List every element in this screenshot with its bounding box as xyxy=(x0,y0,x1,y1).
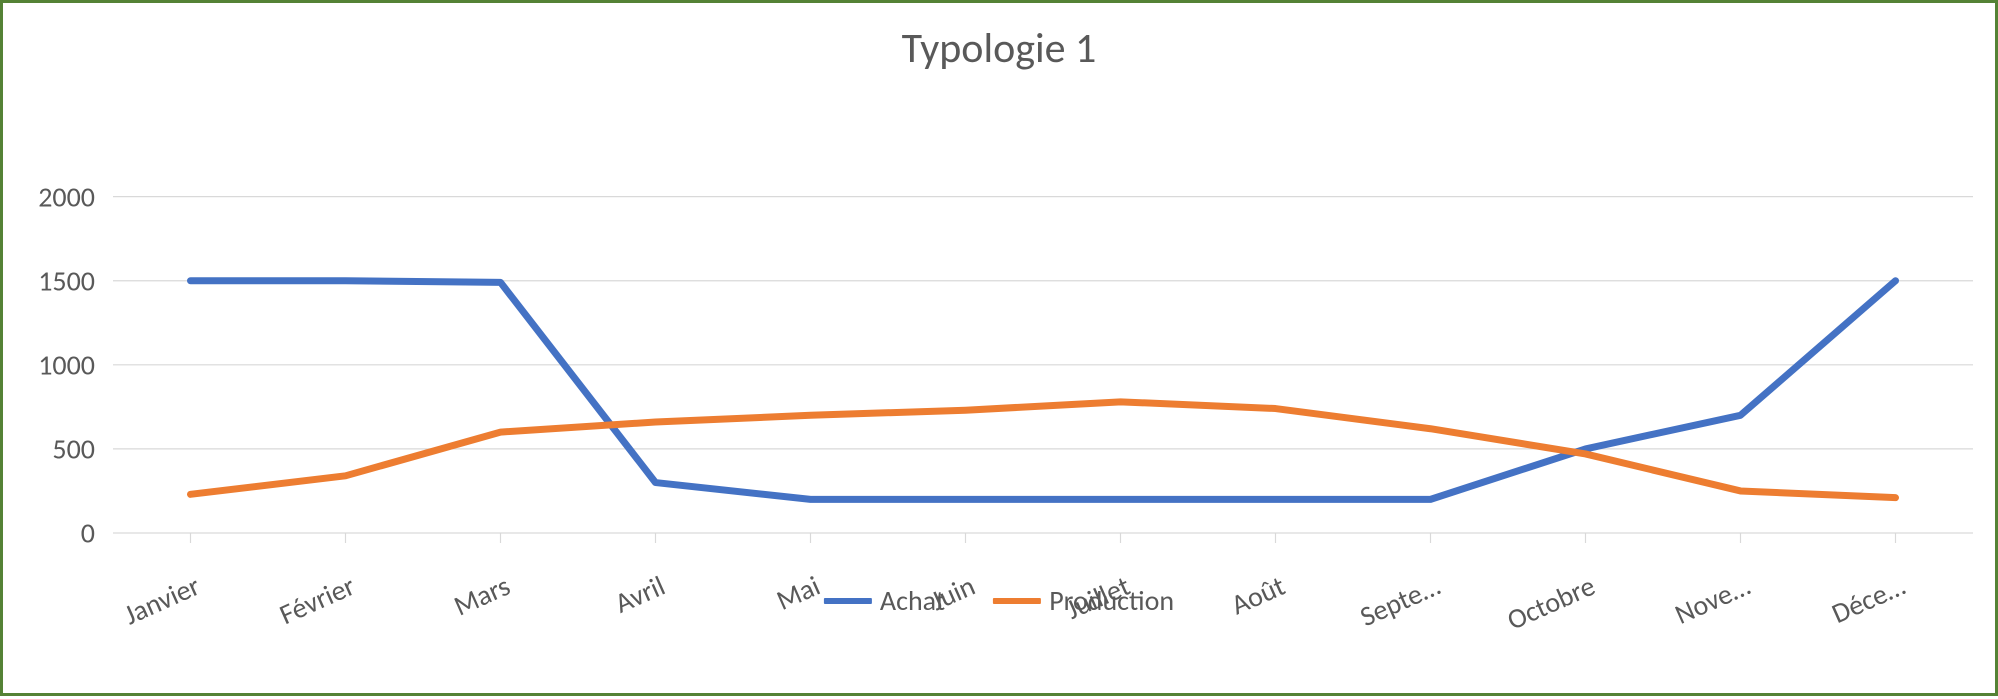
y-tick-label: 2000 xyxy=(3,179,95,214)
legend-swatch xyxy=(824,598,872,604)
y-tick-label: 500 xyxy=(3,431,95,466)
legend-swatch xyxy=(993,598,1041,604)
y-tick-label: 1000 xyxy=(3,347,95,382)
chart-frame: Typologie 1 AchatProduction 050010001500… xyxy=(0,0,1998,696)
y-tick-label: 1500 xyxy=(3,263,95,298)
y-tick-label: 0 xyxy=(3,516,95,551)
